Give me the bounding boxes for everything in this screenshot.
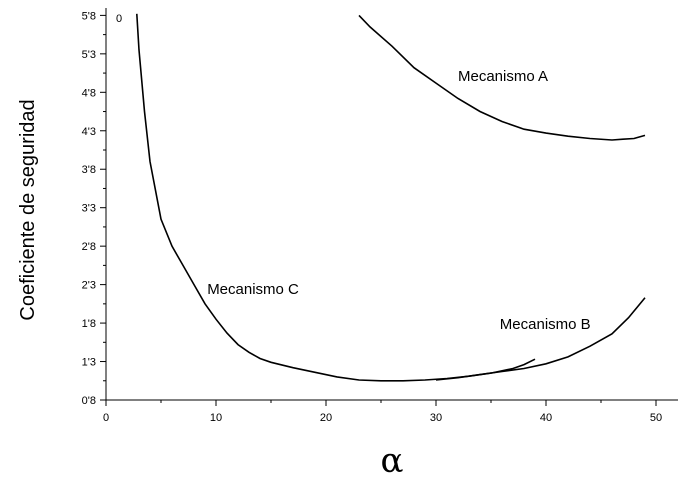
x-tick-label: 40	[540, 412, 552, 424]
series-line-mecanismo-b	[435, 297, 646, 381]
x-tick-label: 30	[430, 412, 442, 424]
y-tick-label: 5'8	[82, 10, 96, 22]
y-axis-corner-label: 0	[116, 13, 122, 25]
y-axis-title: Coeficiente de seguridad	[17, 99, 39, 320]
series-label-mecanismo-a: Mecanismo A	[458, 68, 548, 85]
x-tick-label: 0	[103, 412, 109, 424]
x-ticks: 0 10 20 30 40 50	[103, 400, 662, 424]
y-tick-label: 4'3	[82, 126, 96, 138]
x-axis-title: α	[381, 441, 404, 480]
y-tick-label: 2'3	[82, 280, 96, 292]
y-tick-label: 0'8	[82, 395, 96, 407]
series-label-mecanismo-b: Mecanismo B	[500, 316, 591, 333]
series-line-mecanismo-c	[136, 13, 536, 382]
y-ticks: 0'8 1'3 1'8 2'3 2'8 3'3 3'8 4'3 4'8 5'3 5'8	[82, 10, 106, 407]
axes	[105, 8, 678, 401]
y-tick-label: 1'3	[82, 357, 96, 369]
series-line-mecanismo-a	[358, 14, 646, 141]
x-tick-label: 10	[210, 412, 222, 424]
y-tick-label: 2'8	[82, 241, 96, 253]
series-group: Mecanismo A Mecanismo B Mecanismo C	[136, 13, 646, 382]
y-tick-label: 4'8	[82, 87, 96, 99]
x-tick-label: 20	[320, 412, 332, 424]
y-tick-label: 1'8	[82, 318, 96, 330]
x-tick-label: 50	[650, 412, 662, 424]
series-label-mecanismo-c: Mecanismo C	[207, 281, 299, 298]
y-tick-label: 3'8	[82, 164, 96, 176]
y-tick-label: 3'3	[82, 203, 96, 215]
y-tick-label: 5'3	[82, 49, 96, 61]
